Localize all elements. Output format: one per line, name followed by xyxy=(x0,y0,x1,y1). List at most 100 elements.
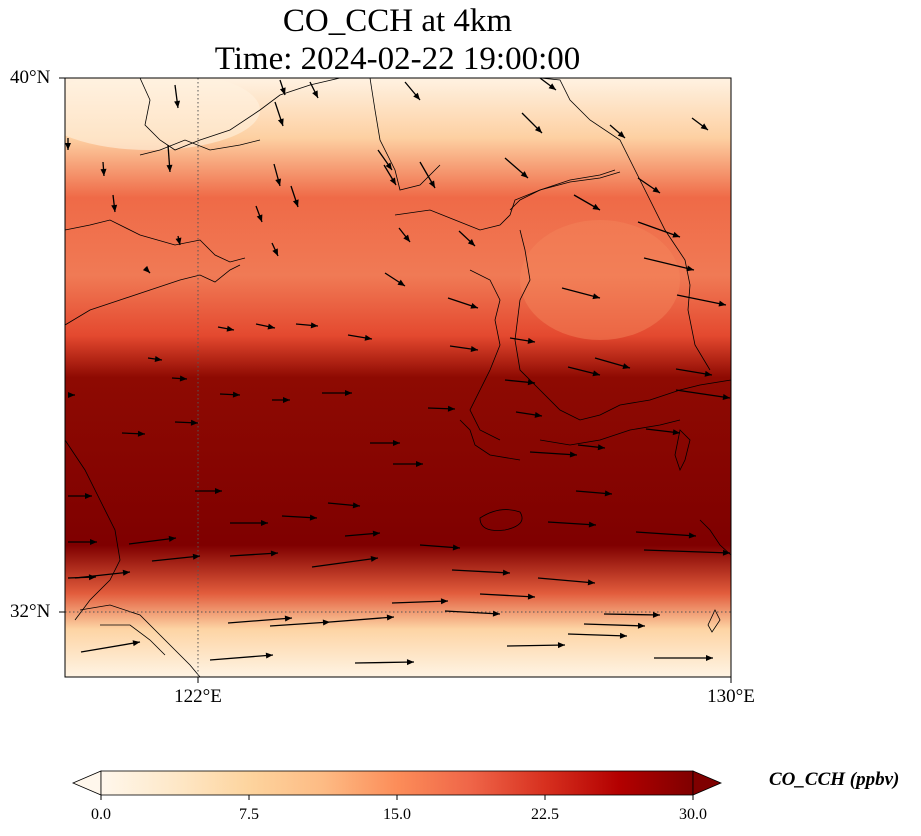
wind-arrow xyxy=(311,557,379,568)
lon-label-130: 130°E xyxy=(707,686,755,707)
wind-arrow-head xyxy=(275,178,282,186)
wind-arrow-head xyxy=(416,461,423,467)
wind-arrow xyxy=(635,531,697,537)
wind-arrow-head xyxy=(261,520,268,526)
wind-arrow-head xyxy=(470,302,478,309)
wind-arrow-head xyxy=(672,231,680,238)
wind-arrow-head xyxy=(174,100,181,108)
wind-arrow xyxy=(354,661,415,664)
wind-arrow-head xyxy=(502,569,510,576)
wind-arrow-head xyxy=(389,177,396,185)
wind-arrow-head xyxy=(226,325,234,332)
wind-arrow-head xyxy=(604,490,612,497)
wind-arrow xyxy=(583,623,646,627)
wind-arrow-head xyxy=(322,619,330,626)
wind-arrow xyxy=(567,633,628,637)
wind-arrow-head xyxy=(309,514,317,521)
wind-arrow-head xyxy=(277,118,284,126)
wind-arrow-head xyxy=(68,392,75,398)
wind-arrow-head xyxy=(617,131,625,138)
wind-arrow xyxy=(151,555,201,562)
wind-arrow-head xyxy=(704,370,712,377)
wind-arrow xyxy=(80,641,141,653)
wind-arrow-head xyxy=(520,171,528,178)
wind-arrow-head xyxy=(137,430,145,437)
wind-arrow-head xyxy=(345,390,352,396)
wind-arrow xyxy=(537,577,596,584)
wind-arrow-head xyxy=(256,214,263,222)
wind-arrow-head xyxy=(385,162,392,170)
wind-arrow-head xyxy=(90,539,97,545)
wind-arrow-head xyxy=(534,411,542,418)
wind-arrow-head xyxy=(397,279,405,286)
wind-arrow-head xyxy=(279,87,286,95)
wind-arrow-head xyxy=(706,655,713,661)
wind-arrow xyxy=(603,613,661,616)
wind-arrow-head xyxy=(652,611,660,618)
wind-arrow-head xyxy=(722,549,730,556)
wind-arrow-head xyxy=(569,451,577,458)
lat-label-40: 40°N xyxy=(10,67,51,88)
wind-arrow-head xyxy=(215,488,222,494)
wind-arrow-head xyxy=(364,334,372,341)
wind-arrow-head xyxy=(270,550,278,557)
wind-arrow-head xyxy=(284,615,292,622)
wind-arrow-head xyxy=(283,397,290,403)
wind-arrow-head xyxy=(310,322,318,329)
colorbar-tick-label: 30.0 xyxy=(679,806,707,823)
wind-arrow-head xyxy=(413,92,420,100)
field-patch xyxy=(65,78,260,150)
wind-arrow xyxy=(676,294,727,306)
colorbar-tick-label: 15.0 xyxy=(383,806,411,823)
wind-arrow xyxy=(391,600,449,604)
wind-arrow-head xyxy=(467,239,475,246)
wind-arrow-head xyxy=(722,394,730,400)
colorbar-tick-label: 22.5 xyxy=(531,806,559,823)
wind-arrow xyxy=(637,221,681,238)
wind-arrow-head xyxy=(100,168,107,176)
wind-arrow xyxy=(643,549,731,554)
wind-arrow-head xyxy=(428,180,435,188)
colorbar-extend-min xyxy=(71,770,102,796)
wind-arrow xyxy=(227,617,293,624)
wind-arrow-head xyxy=(406,659,414,666)
wind-arrow-head xyxy=(122,569,130,576)
colorbar-tick-label: 0.0 xyxy=(91,806,111,823)
wind-arrow xyxy=(675,389,731,399)
wind-arrow-head xyxy=(637,622,645,629)
wind-arrow xyxy=(643,257,695,271)
wind-arrow xyxy=(269,621,331,627)
wind-arrow-head xyxy=(265,652,273,659)
wind-arrow-head xyxy=(492,610,500,617)
wind-arrow-head xyxy=(557,642,565,649)
wind-arrow-head xyxy=(85,493,92,499)
wind-arrow xyxy=(506,644,566,647)
wind-arrow-head xyxy=(470,346,478,352)
lat-label-32: 32°N xyxy=(10,601,51,622)
wind-arrow-head xyxy=(548,83,556,90)
wind-arrow xyxy=(209,654,274,661)
wind-arrow-head xyxy=(587,579,595,586)
wind-arrow-head xyxy=(190,419,198,426)
wind-arrow xyxy=(229,552,279,557)
wind-arrow xyxy=(479,593,536,598)
wind-arrow-head xyxy=(192,553,200,560)
wind-arrow-head xyxy=(527,593,535,600)
wind-arrow-head xyxy=(111,204,118,212)
wind-arrow-head xyxy=(232,391,240,398)
wind-arrow xyxy=(329,616,395,623)
wind-arrow-head xyxy=(166,164,173,172)
wind-arrow-head xyxy=(597,444,605,451)
wind-arrow xyxy=(128,537,177,545)
wind-arrow-head xyxy=(393,440,400,446)
wind-arrow-head xyxy=(588,521,596,528)
wind-arrow-head xyxy=(370,555,378,562)
wind-arrow xyxy=(74,571,131,579)
wind-arrow-head xyxy=(619,632,627,639)
wind-arrow xyxy=(529,451,578,456)
concentration-field xyxy=(65,78,731,677)
wind-arrow-head xyxy=(403,234,410,242)
colorbar-title: CO_CCH (ppbv) xyxy=(769,769,900,790)
wind-arrow-head xyxy=(272,248,278,256)
wind-arrow-head xyxy=(372,530,380,537)
